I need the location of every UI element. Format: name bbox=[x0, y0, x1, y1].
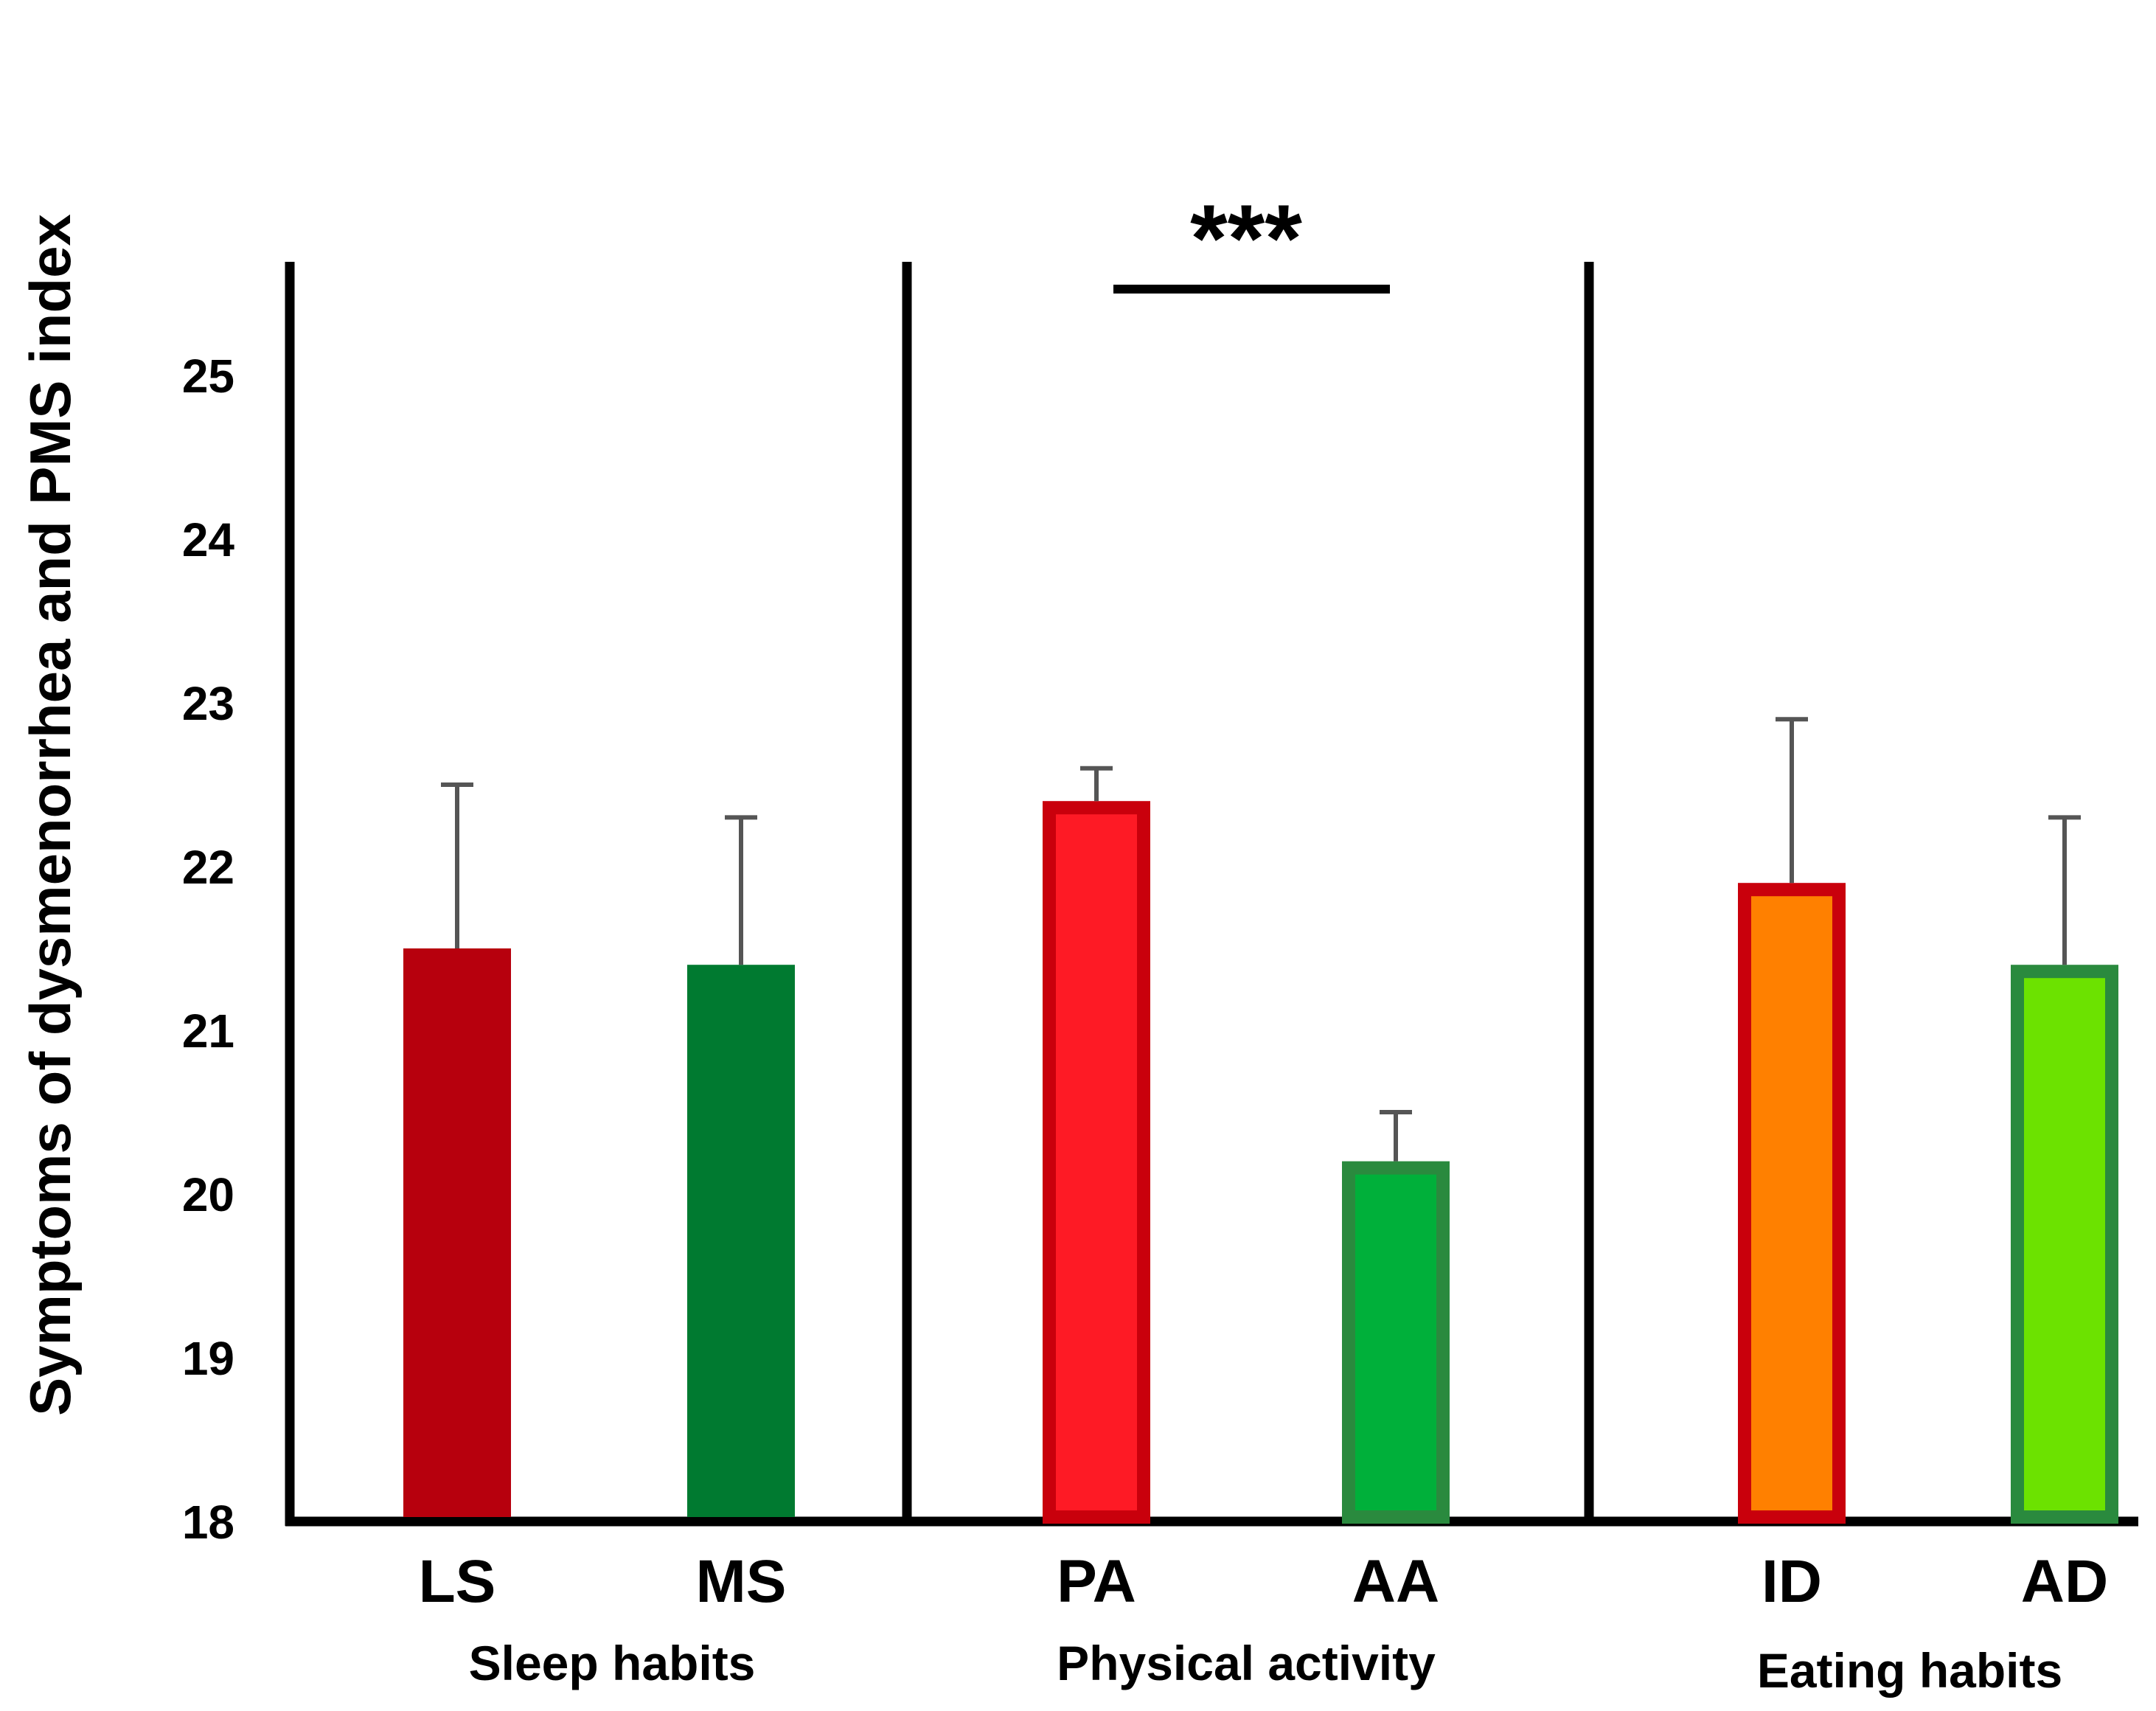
group-label-3: Eating habits bbox=[1757, 1643, 2062, 1698]
y-tick-label-19: 19 bbox=[182, 1332, 234, 1385]
x-tick-label-PA: PA bbox=[1057, 1548, 1136, 1615]
bar-PA bbox=[1043, 801, 1150, 1524]
bar-AA bbox=[1342, 1161, 1450, 1524]
bars-group bbox=[403, 801, 2118, 1524]
bar-AD bbox=[2011, 965, 2118, 1524]
y-tick-label-23: 23 bbox=[182, 677, 234, 730]
y-axis-label: Symptoms of dysmenorrhea and PMS index bbox=[18, 214, 83, 1416]
y-tick-label-25: 25 bbox=[182, 350, 234, 403]
error-bars-group bbox=[441, 717, 2081, 1162]
x-tick-label-AD: AD bbox=[2021, 1548, 2108, 1615]
y-tick-label-20: 20 bbox=[182, 1168, 234, 1221]
y-tick-label-18: 18 bbox=[182, 1496, 234, 1549]
y-tick-label-21: 21 bbox=[182, 1004, 234, 1058]
y-tick-label-22: 22 bbox=[182, 841, 234, 894]
group-label-2: Physical activity bbox=[1057, 1636, 1436, 1690]
x-tick-label-ID: ID bbox=[1762, 1548, 1822, 1615]
x-tick-label-LS: LS bbox=[419, 1548, 496, 1615]
x-tick-label-MS: MS bbox=[696, 1548, 787, 1615]
y-tick-label-24: 24 bbox=[182, 513, 235, 566]
annotations-group: *** bbox=[1113, 184, 1390, 294]
axes-group bbox=[285, 262, 2138, 1527]
x-tick-label-AA: AA bbox=[1352, 1548, 1439, 1615]
group-label-1: Sleep habits bbox=[469, 1636, 756, 1690]
bar-MS bbox=[687, 965, 795, 1517]
significance-label-1: *** bbox=[1190, 184, 1302, 292]
bar-ID bbox=[1738, 883, 1846, 1524]
labels-group: 18 19 20 21 22 23 24 25 Symptoms of dysmenorrhea… bbox=[18, 214, 2108, 1698]
bar-LS bbox=[403, 948, 511, 1517]
